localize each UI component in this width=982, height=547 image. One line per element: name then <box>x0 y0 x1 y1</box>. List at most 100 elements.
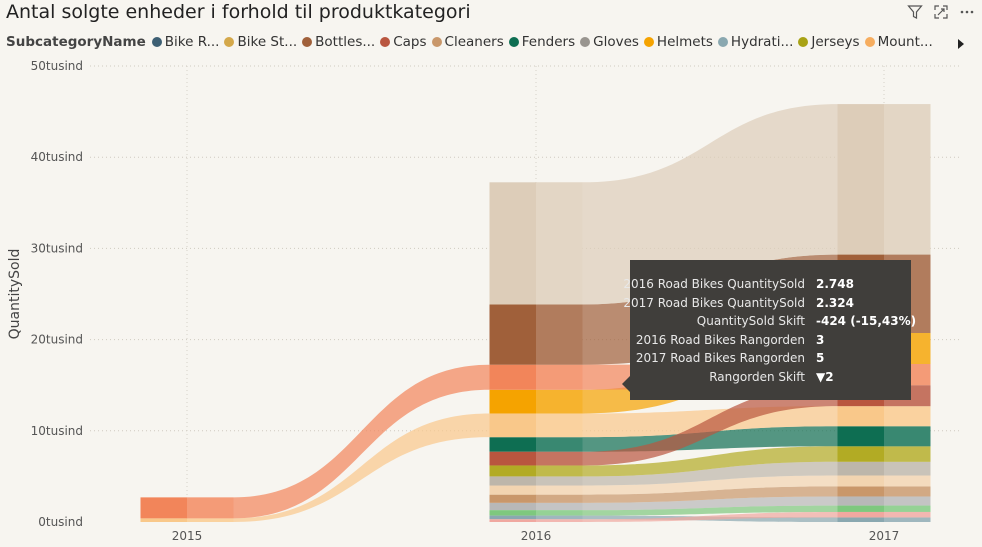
tooltip-row: 2016 Road Bikes Rangorden 3 <box>630 333 911 351</box>
tooltip-value: 2.324 <box>816 295 854 310</box>
legend-marker <box>798 37 809 47</box>
ribbon <box>582 104 838 305</box>
ribbon <box>582 511 838 522</box>
ribbon <box>582 461 838 486</box>
y-tick-label: 10tusind <box>31 424 83 438</box>
bar-segment-highlight <box>884 104 931 255</box>
bar-segment-highlight <box>884 426 931 447</box>
y-tick-label: 30tusind <box>31 241 83 255</box>
legend-label: Bike St... <box>237 34 298 50</box>
ribbon <box>582 496 838 511</box>
legend-marker <box>380 37 391 47</box>
legend-item[interactable]: Gloves <box>580 34 639 50</box>
bar-segment-highlight <box>536 485 583 495</box>
bar-segment-highlight <box>536 304 583 365</box>
tooltip-value: 3 <box>816 332 825 347</box>
legend-marker <box>864 37 875 47</box>
bar-segment <box>489 304 583 365</box>
legend-label: Hydrati... <box>730 34 794 50</box>
tooltip-label: 2017 Road Bikes QuantitySold <box>623 295 805 310</box>
bar-segment-highlight <box>536 519 583 522</box>
bar-segment <box>489 451 583 466</box>
visual-header <box>904 2 978 22</box>
tooltip: 2016 Road Bikes QuantitySold 2.748 2017 Ro… <box>622 260 916 400</box>
bar-segment-highlight <box>884 486 931 497</box>
bar-segment <box>837 517 931 522</box>
legend-item[interactable]: Cleaners <box>431 34 504 50</box>
legend-item[interactable]: Fenders <box>508 34 575 50</box>
bar-segment-highlight <box>536 364 583 390</box>
legend-item[interactable]: Mount... <box>864 34 933 50</box>
bar-segment <box>837 475 931 487</box>
tooltip-row: 2017 Road Bikes Rangorden 5 <box>630 351 911 369</box>
legend-item[interactable]: Helmets <box>643 34 713 50</box>
legend-item[interactable]: Caps <box>380 34 427 50</box>
legend-next-arrow-icon[interactable] <box>957 35 965 54</box>
legend-title: SubcategoryName <box>6 34 146 50</box>
legend-marker <box>643 37 654 47</box>
legend-marker <box>580 37 591 47</box>
tooltip-value: 5 <box>816 351 825 365</box>
legend-item[interactable]: Bike St... <box>224 34 297 50</box>
legend-item[interactable]: Jerseys <box>798 34 860 50</box>
bar-segment-highlight <box>536 182 583 305</box>
legend-marker <box>302 37 313 47</box>
bar-segment <box>489 465 583 477</box>
y-tick-label: 20tusind <box>31 333 83 347</box>
legend-item[interactable]: Bottles... <box>302 34 375 50</box>
ribbon <box>582 505 838 516</box>
legend-label: Caps <box>393 34 427 50</box>
tooltip-row: 2017 Road Bikes QuantitySold 2.324 <box>623 295 911 314</box>
legend-marker <box>431 37 442 47</box>
bar-segment <box>489 494 583 503</box>
legend-item[interactable]: Bike R... <box>151 34 220 50</box>
tooltip-label: 2016 Road Bikes Rangorden <box>635 332 805 347</box>
bar-segment <box>489 476 583 486</box>
legend-marker <box>151 37 162 47</box>
bar-segment <box>489 413 583 438</box>
tooltip-row: QuantitySold Skift -424 (-15,43%) <box>630 314 916 332</box>
ribbon <box>233 413 490 522</box>
legend-label: Cleaners <box>444 34 504 50</box>
bar-segment <box>837 505 931 512</box>
bar-segment <box>489 364 583 390</box>
chart-title: Antal solgte enheder i forhold til produ… <box>6 1 471 23</box>
legend-label: Bike R... <box>164 34 220 50</box>
x-tick-label: 2016 <box>521 529 552 543</box>
bar-segment-highlight <box>187 497 234 519</box>
bar-segment-highlight <box>884 475 931 487</box>
y-axis-title: QuantitySold <box>7 249 23 340</box>
bar-segment <box>489 182 583 305</box>
bar-segment-highlight <box>884 446 931 462</box>
legend-item[interactable]: Hydrati... <box>717 34 794 50</box>
y-tick-label: 0tusind <box>38 515 83 529</box>
bar-segment-highlight <box>536 451 583 466</box>
legend-label: Jerseys <box>811 34 860 50</box>
tooltip-pointer <box>622 376 630 392</box>
bar-segment <box>837 426 931 447</box>
bar-segment <box>489 502 583 511</box>
more-options-icon[interactable] <box>956 2 978 22</box>
legend: SubcategoryName Bike R... Bike St... Bottl… <box>6 32 938 52</box>
ribbon <box>582 446 838 477</box>
tooltip-value: 2.748 <box>816 277 854 291</box>
bar-segment-highlight <box>536 515 583 520</box>
bar-segment-highlight <box>536 510 583 516</box>
legend-marker <box>224 37 235 47</box>
tooltip-label: 2017 Road Bikes Rangorden <box>635 351 805 365</box>
ribbon <box>582 475 838 495</box>
legend-label: Bottles... <box>315 34 376 50</box>
bar-segment <box>837 511 931 518</box>
focus-mode-icon[interactable] <box>930 2 952 22</box>
tooltip-label: 2016 Road Bikes QuantitySold <box>623 277 805 291</box>
bar-segment <box>489 519 583 522</box>
bar-segment <box>837 461 931 476</box>
bar-segment <box>489 485 583 495</box>
bar-segment-highlight <box>536 437 583 452</box>
bar-segment-highlight <box>884 461 931 476</box>
ribbon <box>582 385 838 466</box>
y-tick-label: 40tusind <box>31 150 83 164</box>
filter-icon[interactable] <box>904 2 926 22</box>
bar-segment <box>837 406 931 427</box>
tooltip-label: Rangorden Skift <box>709 369 805 384</box>
